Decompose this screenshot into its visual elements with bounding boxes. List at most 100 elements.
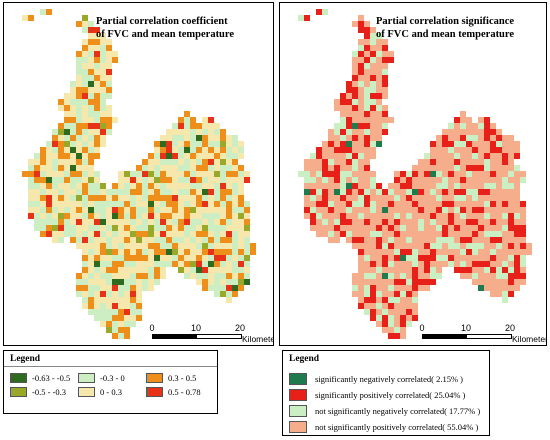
raster-cell [52,201,58,207]
raster-cell [154,165,160,171]
raster-cell [130,279,136,285]
raster-cell [190,177,196,183]
raster-cell [244,243,250,249]
raster-cell [376,87,382,93]
raster-cell [82,261,88,267]
raster-cell [364,291,370,297]
raster-cell [226,255,232,261]
raster-cell [178,255,184,261]
raster-cell [94,303,100,309]
raster-cell [412,243,418,249]
legend-label: 0.5 - 0.78 [168,387,201,397]
raster-cell [430,261,436,267]
raster-cell [304,201,310,207]
raster-cell [154,171,160,177]
raster-cell [232,261,238,267]
raster-cell [460,219,466,225]
raster-cell [64,171,70,177]
scale-tick-20: 20 [504,323,516,333]
raster-cell [34,195,40,201]
raster-cell [64,111,70,117]
raster-cell [412,225,418,231]
raster-cell [220,231,226,237]
raster-cell [490,267,496,273]
raster-cell [466,231,472,237]
raster-cell [328,183,334,189]
raster-cell [202,225,208,231]
raster-cell [472,177,478,183]
raster-cell [52,219,58,225]
raster-cell [64,183,70,189]
raster-cell [400,303,406,309]
raster-cell [106,243,112,249]
raster-cell [76,291,82,297]
raster-cell [202,279,208,285]
raster-cell [244,261,250,267]
raster-cell [112,261,118,267]
raster-cell [490,237,496,243]
raster-cell [394,213,400,219]
raster-cell [346,165,352,171]
raster-cell [112,303,118,309]
raster-cell [148,183,154,189]
raster-cell [478,165,484,171]
raster-cell [106,285,112,291]
scale-tick-0: 0 [419,323,425,333]
raster-cell [190,123,196,129]
raster-cell [148,153,154,159]
significance-legend: Legend significantly negatively correlat… [282,350,490,436]
raster-cell [520,231,526,237]
raster-cell [88,267,94,273]
raster-cell [502,231,508,237]
raster-cell [370,279,376,285]
raster-cell [58,225,64,231]
raster-cell [112,315,118,321]
raster-cell [364,69,370,75]
raster-cell [172,237,178,243]
raster-cell [484,171,490,177]
raster-cell [94,69,100,75]
raster-cell [382,279,388,285]
raster-cell [340,105,346,111]
raster-cell [346,159,352,165]
raster-cell [412,219,418,225]
raster-cell [430,171,436,177]
raster-cell [208,177,214,183]
raster-cell [112,225,118,231]
raster-cell [166,195,172,201]
raster-cell [166,201,172,207]
raster-cell [112,333,118,339]
raster-cell [106,207,112,213]
legend-swatch [146,387,163,397]
raster-cell [142,213,148,219]
raster-cell [70,123,76,129]
raster-cell [142,171,148,177]
raster-cell [238,231,244,237]
raster-cell [112,51,118,57]
raster-cell [136,171,142,177]
raster-cell [118,177,124,183]
raster-cell [76,105,82,111]
raster-cell [124,273,130,279]
raster-cell [490,249,496,255]
raster-cell [232,207,238,213]
raster-cell [112,231,118,237]
raster-cell [478,285,484,291]
raster-cell [316,225,322,231]
raster-cell [94,141,100,147]
raster-cell [76,117,82,123]
raster-cell [184,207,190,213]
raster-cell [370,117,376,123]
raster-cell [76,189,82,195]
raster-cell [28,201,34,207]
raster-cell [454,243,460,249]
raster-cell [154,147,160,153]
raster-cell [346,225,352,231]
raster-cell [148,273,154,279]
raster-cell [94,117,100,123]
raster-cell [352,141,358,147]
raster-cell [370,123,376,129]
raster-cell [328,165,334,171]
legend-item: not significantly positively correlated(… [289,419,480,435]
raster-cell [310,177,316,183]
